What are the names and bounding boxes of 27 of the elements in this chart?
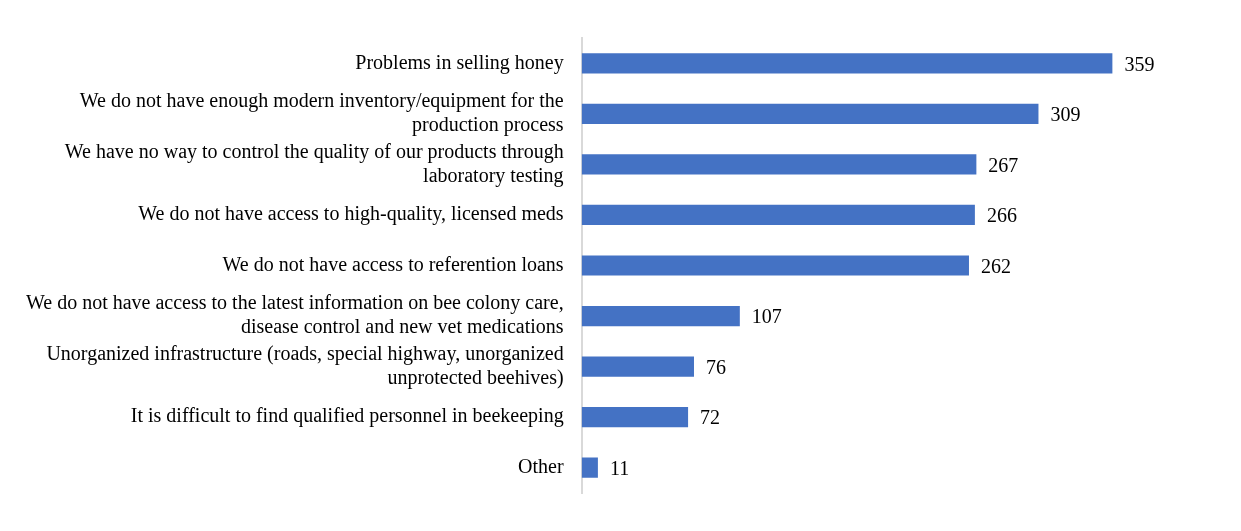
- y-tick-label: Problems in selling honey: [355, 50, 564, 74]
- data-label: 11: [609, 456, 630, 479]
- data-label: 262: [980, 254, 1011, 277]
- data-label: 309: [1050, 103, 1081, 126]
- y-tick-label: We do not have access to high-quality, licensed meds: [138, 202, 564, 226]
- data-label: 266: [986, 204, 1017, 227]
- bar: [581, 53, 1113, 74]
- data-label: 267: [988, 153, 1019, 176]
- data-label: 72: [700, 406, 721, 429]
- bar: [581, 103, 1039, 124]
- y-tick-label: Other: [518, 454, 564, 477]
- y-tick-label: It is difficult to find qualified personnel in beekeeping: [130, 404, 564, 428]
- y-tick-label: We do not have access to the latest information on bee colony care, disease control and new vet medications: [26, 291, 564, 338]
- bar: [581, 154, 977, 175]
- bar: [581, 204, 975, 226]
- data-label: 359: [1124, 52, 1155, 75]
- bar: [581, 407, 689, 428]
- y-tick-label: We do not have enough modern inventory/equipment for the production process: [79, 89, 564, 137]
- y-tick-label: We have no way to control the quality of our products through laboratory testing: [64, 139, 564, 187]
- data-label: 107: [751, 305, 782, 328]
- bar: [581, 255, 969, 276]
- bar: [581, 305, 740, 327]
- bar: [581, 356, 694, 377]
- y-tick-label: We do not have access to referention loans: [222, 252, 564, 275]
- y-tick-label: Unorganized infrastructure (roads, special highway, unorganized unprotected beehives): [46, 341, 564, 389]
- bar: [581, 457, 598, 478]
- data-label: 76: [706, 355, 726, 378]
